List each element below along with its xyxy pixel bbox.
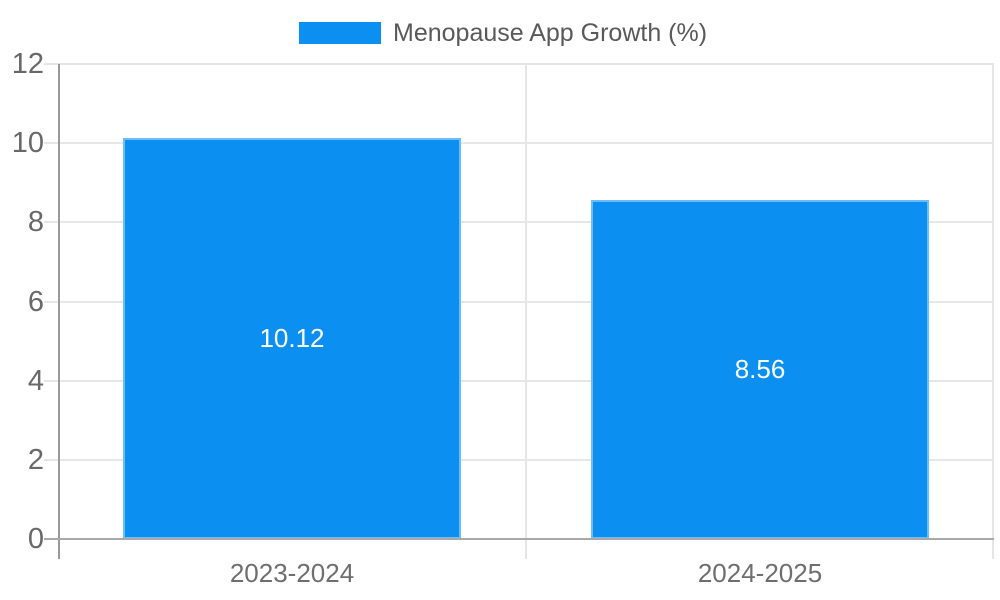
- bar-2023-2024: 10.12: [123, 138, 461, 539]
- y-tick-label: 8: [27, 206, 44, 239]
- gridline-4: [44, 379, 994, 382]
- bar-2024-2025: 8.56: [591, 200, 929, 539]
- gridline-2: [44, 458, 994, 461]
- x-axis-labels: 2023-2024 2024-2025: [0, 558, 1000, 590]
- plot-area: 10.12 8.56: [44, 63, 994, 559]
- x-axis-line: [44, 538, 994, 540]
- y-axis-line: [58, 64, 60, 559]
- x-category-label: 2023-2024: [229, 558, 355, 588]
- y-tick-label: 2: [27, 443, 44, 476]
- gridline-6: [44, 300, 994, 303]
- gridline-12: [44, 63, 994, 65]
- gridline-8: [44, 221, 994, 224]
- category-separator: [525, 64, 527, 559]
- legend: Menopause App Growth (%): [299, 19, 707, 47]
- plot-right-border: [992, 64, 994, 559]
- y-axis-labels: 0 2 4 6 8 10 12: [0, 0, 44, 600]
- legend-swatch: [299, 22, 381, 44]
- gridline-10: [44, 142, 994, 145]
- bar-value-label: 10.12: [259, 323, 325, 354]
- x-category-label: 2024-2025: [697, 558, 823, 588]
- y-tick-label: 12: [11, 48, 44, 80]
- y-tick-label: 0: [27, 523, 44, 555]
- legend-label: Menopause App Growth (%): [393, 18, 708, 47]
- bar-value-label: 8.56: [734, 354, 786, 385]
- y-tick-label: 6: [27, 285, 44, 318]
- y-tick-label: 4: [27, 364, 44, 397]
- y-tick-label: 10: [11, 127, 44, 160]
